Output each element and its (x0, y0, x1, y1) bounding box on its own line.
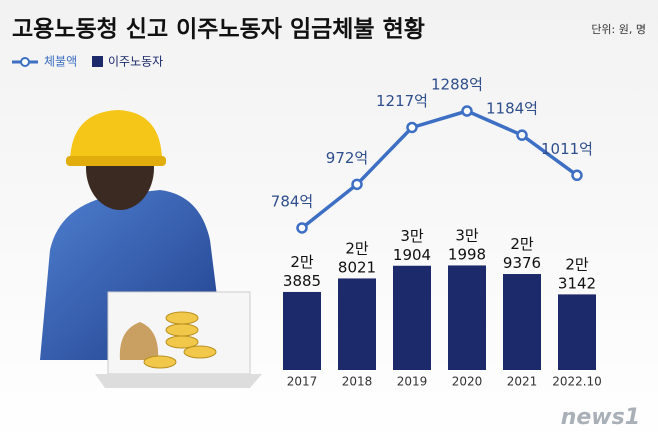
line-value-label: 784억 (271, 192, 313, 210)
legend-label: 이주노동자 (108, 55, 163, 69)
x-tick-label: 2020 (452, 375, 483, 389)
bar (448, 265, 486, 370)
source-logo: news1 (561, 405, 640, 430)
legend-marker (20, 57, 30, 67)
bar (503, 274, 541, 370)
coin (165, 323, 199, 337)
line-value-label: 1184억 (486, 100, 538, 118)
bar-value-label: 2만 3885 (283, 252, 321, 289)
bar (338, 278, 376, 370)
line-point (351, 178, 363, 191)
line-point (516, 129, 528, 141)
money-bag (119, 322, 159, 360)
laptop-base (95, 374, 262, 388)
legend-bar-swatch (92, 56, 103, 67)
legend: 체불액 이주노동자 (12, 55, 163, 69)
line-value-label: 972억 (326, 149, 368, 167)
bar (283, 291, 321, 370)
x-tick-label: 2017 (287, 375, 318, 389)
illustration (40, 110, 262, 388)
coin (165, 335, 199, 349)
bar-value-label: 2만 8021 (338, 239, 376, 276)
line-value-label: 1217억 (376, 92, 428, 110)
x-tick-label: 2021 (507, 375, 538, 389)
coin (183, 345, 217, 359)
coin (165, 311, 199, 325)
chart-title: 고용노동청 신고 이주노동자 임금체불 현황 (12, 17, 425, 43)
line-point (406, 121, 418, 134)
line-point (296, 222, 308, 234)
helmet (70, 110, 162, 160)
line-value-label: 1011억 (541, 140, 593, 158)
bar (393, 265, 431, 370)
bar-value-label: 2만 3142 (558, 255, 596, 292)
bar-value-label: 2만 9376 (503, 235, 541, 272)
x-tick-label: 2018 (342, 375, 373, 389)
helmet-brim (66, 156, 166, 166)
line-point (461, 105, 473, 117)
x-tick-label: 2019 (397, 375, 428, 389)
coin (143, 355, 177, 369)
line (300, 109, 579, 230)
legend-label: 체불액 (44, 55, 77, 69)
unit-note: 단위: 원, 명 (591, 23, 646, 36)
bar-value-label: 3만 1998 (448, 226, 486, 263)
x-tick-label: 2022.10 (552, 375, 602, 389)
bar-value-label: 3만 1904 (393, 226, 431, 263)
bar (558, 294, 596, 370)
line-point (571, 169, 583, 182)
line-value-label: 1288억 (431, 76, 483, 94)
